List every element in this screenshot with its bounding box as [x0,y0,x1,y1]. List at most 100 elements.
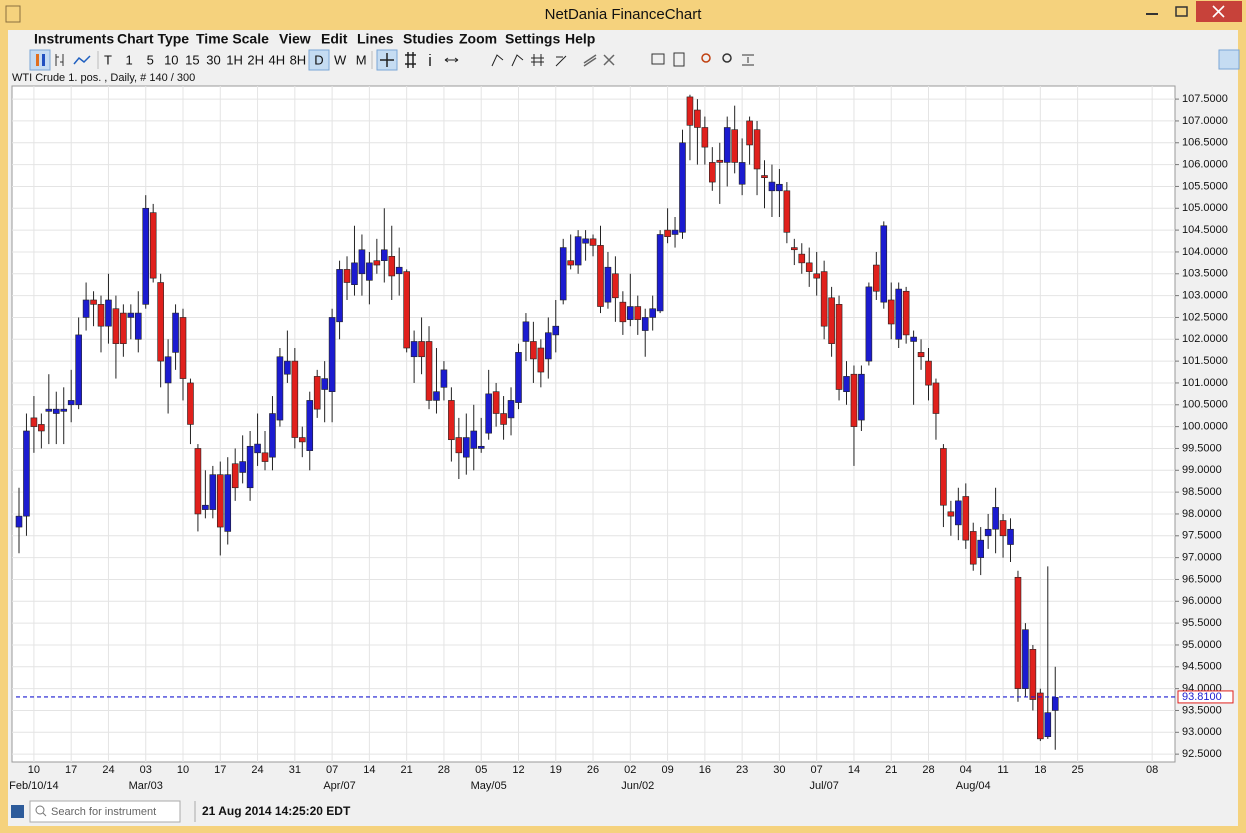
menu-item[interactable]: Chart Type [117,31,189,47]
candle-body [433,392,439,401]
candle-body [38,424,44,431]
candle-body [978,540,984,557]
icon [42,54,45,66]
candle-body [948,512,954,516]
candle-body [866,287,872,361]
menu-item[interactable]: View [279,31,311,47]
candle-body [255,444,261,453]
status-bar [8,798,1238,826]
y-tick-label: 93.5000 [1182,704,1222,716]
y-tick-label: 97.5000 [1182,530,1222,542]
candle-body [426,341,432,400]
timeframe-button[interactable]: 30 [206,52,220,67]
x-month-label: Feb/10/14 [9,780,59,792]
x-tick-label: 23 [736,764,748,776]
candle-body [277,357,283,420]
y-tick-label: 98.0000 [1182,508,1222,520]
candle-body [769,182,775,191]
candle-body [665,230,671,237]
timeframe-button[interactable]: 4H [268,52,285,67]
timeframe-button[interactable]: 8H [290,52,307,67]
candle-body [307,400,313,450]
candle-body [911,337,917,341]
candle-body [575,237,581,265]
candle-body [903,291,909,335]
menu-item[interactable]: Settings [505,31,560,47]
x-month-label: Jun/02 [621,780,654,792]
y-tick-label: 107.5000 [1182,93,1228,105]
candle-body [858,374,864,420]
x-tick-label: 24 [251,764,263,776]
candle-body [1045,713,1051,737]
candle-body [538,348,544,372]
candle-body [448,400,454,439]
y-tick-label: 99.0000 [1182,464,1222,476]
x-tick-label: 25 [1071,764,1083,776]
timeframe-button[interactable]: 15 [185,52,199,67]
candle-body [46,409,52,411]
candle-body [963,496,969,540]
y-tick-label: 97.0000 [1182,552,1222,564]
timeframe-button[interactable]: T [104,52,112,67]
y-tick-label: 100.0000 [1182,421,1228,433]
x-tick-label: 18 [1034,764,1046,776]
candle-body [881,226,887,302]
x-tick-label: 11 [997,764,1008,776]
candle-body [1015,577,1021,688]
x-tick-label: 28 [438,764,450,776]
timeframe-button[interactable]: 5 [147,52,154,67]
candle-body [158,283,164,362]
menu-item[interactable]: Zoom [459,31,497,47]
candle-body [31,418,37,427]
candle-body [724,127,730,162]
candle-body [1008,529,1014,544]
menu-item[interactable]: Time Scale [196,31,269,47]
candle-body [821,272,827,327]
x-tick-label: 14 [848,764,860,776]
y-tick-label: 101.0000 [1182,377,1228,389]
candle-body [896,289,902,339]
candle-body [195,448,201,514]
menu-item[interactable]: Instruments [34,31,114,47]
y-tick-label: 96.0000 [1182,595,1222,607]
x-tick-label: 05 [475,764,487,776]
candle-body [1022,630,1028,689]
candle-body [366,263,372,280]
x-tick-label: 09 [661,764,673,776]
candle-body [530,341,536,358]
candle-body [926,361,932,385]
candle-body [456,438,462,453]
y-tick-label: 102.5000 [1182,311,1228,323]
timeframe-button[interactable]: 10 [164,52,178,67]
menu-item[interactable]: Lines [357,31,394,47]
candle-body [374,261,380,265]
candle-body [799,254,805,263]
candle-body [351,263,357,285]
candle-body [515,352,521,402]
candle-body [113,309,119,344]
candle-body [650,309,656,318]
candle-body [217,475,223,527]
candle-body [120,313,126,344]
y-tick-label: 101.5000 [1182,355,1228,367]
candle-body [933,383,939,414]
candle-body [970,531,976,564]
settings-button[interactable] [1219,50,1239,69]
menu-item[interactable]: Edit [321,31,348,47]
menu-item[interactable]: Studies [403,31,454,47]
x-tick-label: 28 [922,764,934,776]
y-tick-label: 103.5000 [1182,268,1228,280]
timeframe-button[interactable]: 2H [247,52,264,67]
menu-item[interactable]: Help [565,31,595,47]
timeframe-button[interactable]: 1 [125,52,132,67]
timeframe-button[interactable]: 1H [226,52,243,67]
candle-body [732,130,738,163]
candle-button[interactable] [30,50,50,70]
candle-body [187,383,193,424]
y-tick-label: 96.5000 [1182,573,1222,585]
timeframe-button[interactable]: M [356,52,367,67]
timeframe-button[interactable]: W [334,52,347,67]
candle-body [404,272,410,348]
candle-body [247,446,253,487]
timeframe-button[interactable]: D [314,52,323,67]
